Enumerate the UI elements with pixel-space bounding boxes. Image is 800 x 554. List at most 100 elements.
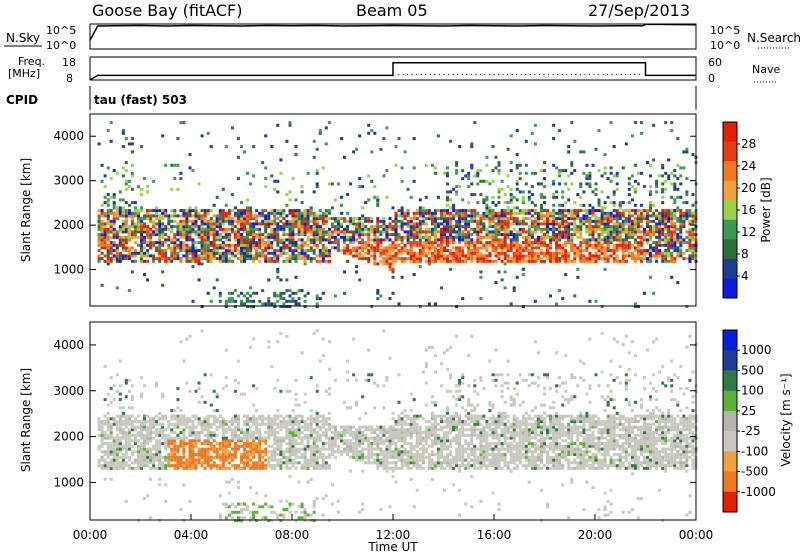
power-cell bbox=[446, 190, 449, 194]
velocity-cell bbox=[127, 464, 131, 468]
power-cell bbox=[112, 233, 116, 237]
power-cell bbox=[403, 222, 407, 226]
power-cell bbox=[533, 222, 537, 226]
power-cell bbox=[109, 246, 113, 250]
power-cell bbox=[506, 217, 510, 221]
power-cell bbox=[679, 251, 683, 255]
power-cell bbox=[106, 209, 110, 213]
power-cell bbox=[252, 230, 256, 234]
power-cell bbox=[140, 254, 143, 258]
power-cell bbox=[424, 243, 428, 247]
power-cell bbox=[633, 249, 637, 253]
power-cell bbox=[130, 174, 134, 178]
power-cell bbox=[137, 227, 140, 231]
power-cell bbox=[215, 233, 219, 237]
velocity-cell bbox=[203, 447, 207, 451]
power-cell bbox=[509, 198, 513, 202]
velocity-cell bbox=[149, 425, 153, 429]
power-cell bbox=[582, 259, 586, 263]
power-cell bbox=[467, 257, 471, 261]
power-cell bbox=[221, 217, 225, 221]
power-cell bbox=[182, 209, 186, 213]
power-cell bbox=[443, 235, 446, 239]
velocity-cell bbox=[112, 461, 116, 465]
power-cell bbox=[664, 187, 668, 191]
velocity-cell bbox=[270, 455, 274, 459]
velocity-cell bbox=[194, 442, 198, 446]
velocity-cell bbox=[188, 499, 192, 503]
velocity-cell bbox=[97, 425, 101, 429]
power-cell bbox=[594, 259, 598, 263]
velocity-cell bbox=[291, 442, 295, 446]
power-cell bbox=[567, 198, 571, 202]
velocity-cell bbox=[285, 450, 289, 454]
power-cell bbox=[527, 241, 531, 245]
power-cell bbox=[591, 259, 595, 263]
power-cell bbox=[324, 126, 328, 130]
velocity-cell bbox=[176, 458, 180, 462]
power-cell bbox=[452, 217, 456, 221]
power-cell bbox=[418, 243, 422, 247]
power-cell bbox=[473, 214, 477, 218]
power-cell bbox=[558, 169, 562, 173]
power-cell bbox=[549, 241, 552, 245]
velocity-cell bbox=[291, 502, 295, 506]
power-cell bbox=[306, 291, 310, 295]
power-cell bbox=[124, 225, 128, 229]
power-cell bbox=[306, 235, 310, 239]
power-cell bbox=[297, 297, 301, 301]
power-cell bbox=[421, 243, 425, 247]
velocity-cell bbox=[224, 384, 228, 388]
power-cell bbox=[276, 227, 280, 231]
power-cell bbox=[682, 217, 686, 221]
power-cell bbox=[433, 241, 437, 245]
power-cell bbox=[209, 233, 213, 237]
velocity-cell bbox=[246, 444, 249, 448]
power-cell bbox=[343, 235, 346, 239]
velocity-cell bbox=[212, 417, 216, 421]
power-cell bbox=[479, 217, 483, 221]
power-cell bbox=[530, 214, 534, 218]
power-cell bbox=[206, 238, 210, 242]
velocity-cell bbox=[103, 466, 107, 470]
power-cell bbox=[612, 145, 616, 149]
power-cell bbox=[391, 267, 395, 271]
velocity-cell bbox=[288, 433, 292, 437]
power-cell bbox=[521, 195, 525, 199]
power-cell bbox=[376, 217, 380, 221]
velocity-cell bbox=[294, 455, 298, 459]
nave-dot bbox=[516, 74, 518, 75]
power-cell bbox=[312, 155, 316, 159]
power-cell bbox=[149, 217, 153, 221]
power-cell bbox=[673, 241, 677, 245]
power-cell bbox=[530, 233, 534, 237]
velocity-cell bbox=[112, 444, 116, 448]
power-cell bbox=[503, 222, 507, 226]
power-cell bbox=[503, 270, 507, 274]
power-cell bbox=[324, 246, 328, 250]
velocity-cell bbox=[106, 425, 110, 429]
velocity-cell bbox=[279, 439, 283, 443]
power-cell bbox=[264, 217, 268, 221]
power-cell bbox=[461, 246, 465, 250]
power-cell bbox=[164, 238, 168, 242]
power-cell bbox=[103, 243, 107, 247]
power-cell bbox=[246, 217, 249, 221]
velocity-cell bbox=[297, 480, 301, 484]
power-cell bbox=[288, 209, 292, 213]
power-cell bbox=[121, 257, 125, 261]
power-cell bbox=[533, 219, 537, 223]
power-cell bbox=[449, 233, 453, 237]
power-cell bbox=[524, 211, 528, 215]
velocity-cell bbox=[121, 422, 125, 426]
power-cell bbox=[540, 259, 543, 263]
power-cell bbox=[394, 235, 398, 239]
power-cell bbox=[440, 233, 443, 237]
velocity-cell bbox=[294, 414, 298, 418]
power-cell bbox=[594, 209, 598, 213]
power-cell bbox=[343, 241, 346, 245]
power-cell bbox=[218, 227, 222, 231]
velocity-cell bbox=[164, 417, 168, 421]
velocity-cell bbox=[173, 455, 177, 459]
velocity-cell bbox=[143, 428, 146, 432]
